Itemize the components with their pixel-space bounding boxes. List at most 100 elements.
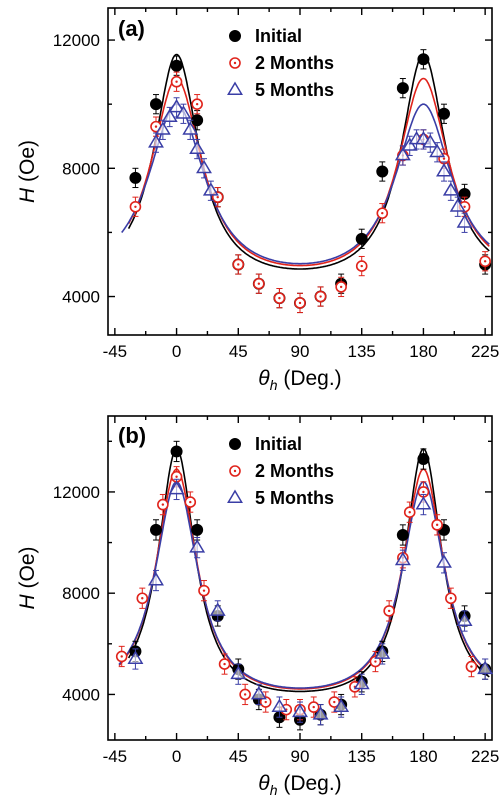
data-point-2-months [157,498,169,511]
data-point-initial [150,523,162,536]
marker-dot [120,655,123,658]
data-point-2-months [403,506,416,518]
data-point-initial [355,232,368,245]
chart-panel-b: -45 0 45 90 135 180 225 4000 8000 12000 Initial 2 M… [16,415,499,797]
data-point-5-months [436,554,452,568]
data-point-initial [438,107,450,120]
y-tick-label: 12000 [53,31,100,50]
x-tick-label: 0 [172,747,181,766]
data-point-5-months [394,551,411,566]
x-tick-label: -45 [103,747,128,766]
panel-label: (a) [118,16,145,41]
data-point-5-months [449,198,466,212]
y-axis-unit: (Oe) [16,546,39,594]
marker-dot [333,700,336,704]
legend-entry-initial: Initial [255,434,302,454]
data-point-5-months [312,706,329,720]
data-point-5-months [292,703,308,718]
legend-marker-5-months [227,81,243,95]
data-point-2-months [445,592,457,605]
data-point-2-months [479,255,491,268]
marker-dot [134,205,137,208]
fit-curve-2-months [127,77,490,267]
data-point-2-months [232,258,245,271]
marker-dot [161,503,165,506]
data-point-5-months [374,645,391,659]
marker-dot [195,102,199,106]
marker-dot [264,700,267,704]
marker-dot [189,500,192,504]
marker-dot [237,263,240,266]
data-point-2-months [335,281,347,293]
legend-entry-2-months: 2 Months [255,53,334,73]
y-axis-symbol: H [16,594,39,610]
data-point-initial [150,98,162,111]
y-axis-title: H (Oe) [16,140,39,203]
x-tick-label: 0 [172,342,181,361]
data-point-2-months [259,696,272,708]
x-tick-label: 135 [348,342,376,361]
marker-dot [278,296,281,300]
x-axis-unit: (Deg.) [278,367,342,390]
data-point-5-months [196,159,212,174]
data-point-5-months [422,134,439,148]
data-point-5-months [168,98,185,113]
data-point-2-months [170,75,183,88]
y-tick-label: 12000 [53,483,100,502]
legend-marker-5-months [227,489,243,503]
y-tick-label: 8000 [62,159,100,178]
marker-dot [141,597,144,600]
data-point-2-months [465,660,478,673]
data-point-2-months [136,592,149,605]
x-axis-symbol: θ [258,772,270,795]
data-point-initial [191,114,204,127]
marker-dot [233,469,237,473]
data-point-2-months [218,658,231,670]
data-point-5-months [148,134,164,148]
data-point-initial [417,53,430,66]
marker-dot [175,80,178,83]
data-point-5-months [189,140,206,155]
x-tick-label: 90 [291,747,310,766]
data-point-initial [191,523,204,536]
marker-dot [257,282,261,285]
marker-dot [381,211,384,215]
data-point-5-months [456,214,473,228]
y-axis-title: H (Oe) [16,546,39,609]
x-axis-subscript: h [270,377,278,393]
marker-dot [312,705,315,709]
fit-curve-initial [127,53,490,270]
marker-dot [449,597,453,600]
marker-dot [470,665,473,668]
marker-dot [175,475,178,478]
data-point-2-months [383,605,395,617]
marker-dot [360,264,363,268]
data-point-5-months [230,665,247,680]
data-point-5-months [154,121,171,135]
data-point-5-months [271,698,288,713]
data-point-5-months [161,108,178,122]
data-point-initial [170,445,183,458]
data-point-initial [417,453,430,466]
data-point-5-months [456,612,473,626]
data-point-2-months [314,290,327,303]
data-point-5-months [442,182,459,196]
data-point-5-months [415,496,432,510]
data-point-5-months [250,685,267,700]
fit-curve-5-months [121,103,490,265]
marker-dot [243,693,247,696]
marker-dot [298,301,302,305]
marker-dot [422,490,425,494]
marker-dot [483,260,487,263]
x-axis-unit: (Deg.) [278,772,342,795]
x-tick-label: 135 [348,747,376,766]
x-axis-subscript: h [270,782,278,797]
marker-dot [223,662,226,666]
marker-dot [154,125,158,128]
marker-dot [387,609,391,613]
data-point-5-months [209,602,226,616]
data-point-2-months [239,688,251,701]
data-point-5-months [436,163,452,177]
marker-dot [216,195,219,199]
data-point-5-months [429,143,446,158]
